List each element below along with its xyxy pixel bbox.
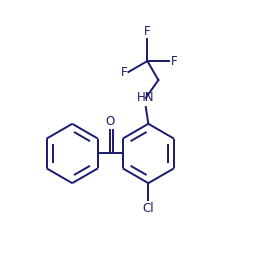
Text: F: F (144, 25, 151, 38)
Text: Cl: Cl (142, 203, 154, 216)
Text: F: F (171, 55, 177, 68)
Text: O: O (106, 115, 115, 128)
Text: F: F (120, 65, 127, 78)
Text: HN: HN (137, 91, 155, 104)
